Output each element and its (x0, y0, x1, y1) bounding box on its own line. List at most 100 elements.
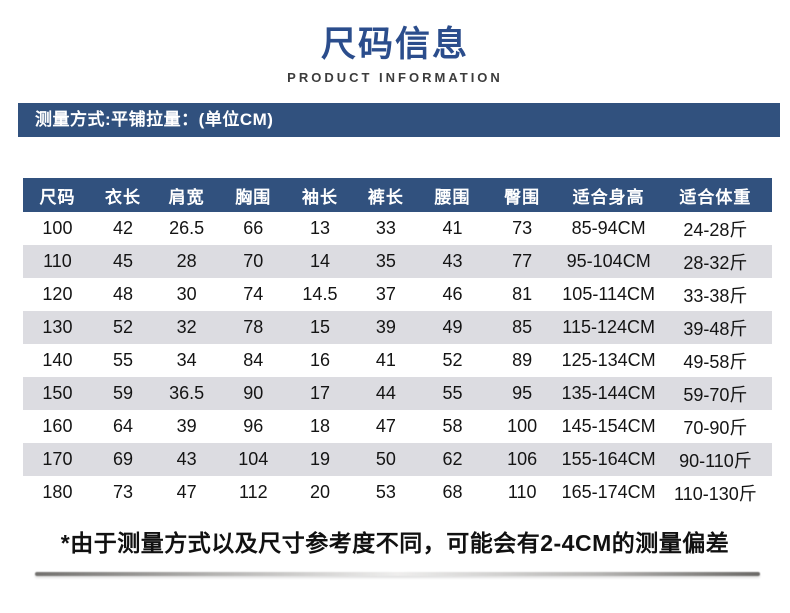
table-cell: 165-174CM (561, 482, 656, 502)
table-cell: 15 (309, 317, 330, 337)
table-cell: 160 (42, 416, 73, 436)
table-cell: 52 (112, 317, 133, 337)
table-cell: 28 (176, 251, 197, 271)
bottom-divider (35, 572, 760, 576)
table-cell: 43 (176, 449, 197, 469)
table-cell: 115-124CM (562, 317, 656, 337)
table-cell: 81 (512, 284, 533, 304)
table-cell: 41 (442, 218, 463, 238)
table-cell: 28-32斤 (683, 252, 748, 273)
table-cell: 112 (238, 482, 268, 502)
table-cell: 70-90斤 (683, 417, 748, 438)
table-cell: 39 (375, 317, 396, 337)
table-cell: 55 (112, 350, 133, 370)
table-cell: 14 (309, 251, 330, 271)
table-cell: 20 (309, 482, 330, 502)
table-cell: 46 (442, 284, 463, 304)
table-cell: 105-114CM (562, 284, 656, 304)
table-cell: 100 (42, 218, 73, 238)
table-row: 180 73 47 112 20 53 68 110 165-174CM 110-130斤 (23, 476, 772, 509)
table-cell: 96 (243, 416, 264, 436)
table-row: 140 55 34 84 16 41 52 89 125-134CM 49-58斤 (23, 344, 772, 377)
table-cell: 59-70斤 (683, 384, 748, 405)
column-header: 衣长 (91, 178, 155, 212)
table-cell: 43 (442, 251, 463, 271)
table-cell: 14.5 (302, 284, 338, 304)
table-cell: 39 (176, 416, 197, 436)
column-header: 胸围 (219, 178, 288, 212)
table-row: 150 59 36.5 90 17 44 55 95 135-144CM 59-70斤 (23, 377, 772, 410)
table-cell: 47 (375, 416, 396, 436)
table-cell: 44 (375, 383, 396, 403)
table-cell: 39-48斤 (683, 318, 748, 339)
table-cell: 78 (243, 317, 264, 337)
table-cell: 42 (112, 218, 133, 238)
table-row: 130 52 32 78 15 39 49 85 115-124CM 39-48斤 (23, 311, 772, 344)
table-cell: 55 (442, 383, 463, 403)
table-cell: 32 (176, 317, 197, 337)
table-cell: 100 (507, 416, 538, 436)
measure-method-bar: 测量方式:平铺拉量：(单位CM) (18, 103, 780, 137)
table-cell: 18 (309, 416, 330, 436)
measure-method-text: 测量方式:平铺拉量：(单位CM) (35, 110, 274, 129)
column-header: 适合身高 (558, 178, 659, 212)
table-cell: 73 (112, 482, 133, 502)
table-cell: 110 (43, 251, 72, 271)
table-cell: 49 (442, 317, 463, 337)
page-title: 尺码信息 (320, 25, 469, 64)
table-row: 100 42 26.5 66 13 33 41 73 85-94CM 24-28斤 (23, 212, 772, 245)
table-cell: 145-154CM (561, 416, 656, 436)
table-cell: 13 (309, 218, 330, 238)
table-cell: 48 (112, 284, 133, 304)
table-cell: 125-134CM (561, 350, 656, 370)
table-cell: 64 (112, 416, 133, 436)
table-cell: 104 (238, 449, 269, 469)
table-cell: 150 (42, 383, 73, 403)
table-body: 100 42 26.5 66 13 33 41 73 85-94CM 24-28斤 110 45 28 7… (23, 212, 772, 509)
table-cell: 85-94CM (571, 218, 646, 238)
table-cell: 140 (42, 350, 73, 370)
table-cell: 70 (243, 251, 264, 271)
column-header: 适合体重 (658, 178, 772, 212)
column-header: 臀围 (485, 178, 559, 212)
table-cell: 45 (112, 251, 133, 271)
table-row: 170 69 43 104 19 50 62 106 155-164CM 90-110斤 (23, 443, 772, 476)
table-cell: 110 (507, 482, 537, 502)
table-cell: 68 (442, 482, 463, 502)
table-cell: 33 (375, 218, 396, 238)
table-cell: 74 (243, 284, 264, 304)
table-cell: 73 (512, 218, 533, 238)
table-cell: 84 (243, 350, 264, 370)
column-header: 袖长 (287, 178, 353, 212)
table-cell: 59 (112, 383, 133, 403)
table-cell: 24-28斤 (683, 219, 748, 240)
table-cell: 35 (375, 251, 396, 271)
table-cell: 66 (243, 218, 264, 238)
table-cell: 85 (512, 317, 533, 337)
table-cell: 30 (176, 284, 197, 304)
page-subtitle: PRODUCT INFORMATION (287, 70, 503, 85)
table-cell: 90-110斤 (679, 450, 752, 471)
table-cell: 52 (442, 350, 463, 370)
column-header: 腰围 (419, 178, 486, 212)
column-header: 尺码 (23, 178, 92, 212)
size-table: 尺码 衣长 肩宽 胸围 袖长 裤长 腰围 臀围 适合身高 适合体重 100 42 26.5 66 13 33… (23, 178, 772, 509)
table-cell: 26.5 (169, 218, 205, 238)
title-block: 尺码信息 PRODUCT INFORMATION (0, 0, 790, 85)
table-cell: 36.5 (169, 383, 205, 403)
table-cell: 62 (442, 449, 463, 469)
table-cell: 120 (42, 284, 73, 304)
table-cell: 34 (176, 350, 197, 370)
table-cell: 41 (375, 350, 396, 370)
table-cell: 95 (512, 383, 533, 403)
table-cell: 180 (42, 482, 73, 502)
column-header: 肩宽 (154, 178, 220, 212)
table-cell: 49-58斤 (683, 351, 748, 372)
table-header-row: 尺码 衣长 肩宽 胸围 袖长 裤长 腰围 臀围 适合身高 适合体重 (23, 178, 772, 212)
table-cell: 130 (42, 317, 73, 337)
footnote: *由于测量方式以及尺寸参考度不同，可能会有2-4CM的测量偏差 (60, 530, 730, 556)
column-header: 裤长 (352, 178, 420, 212)
table-cell: 37 (375, 284, 396, 304)
table-cell: 16 (309, 350, 330, 370)
